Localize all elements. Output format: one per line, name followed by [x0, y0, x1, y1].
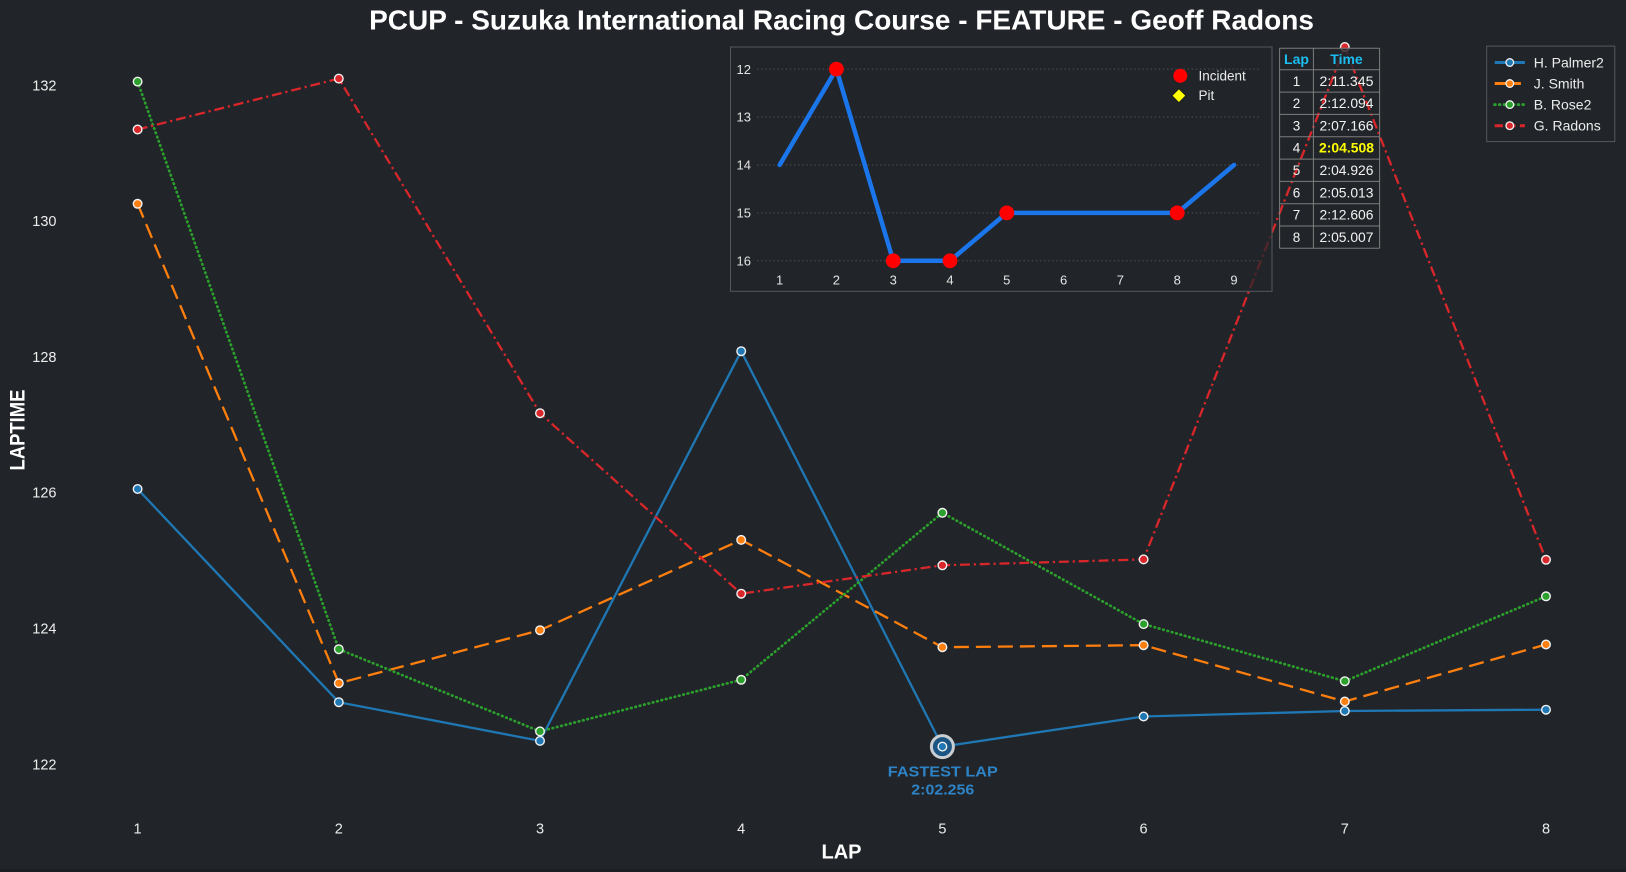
svg-text:2:05.007: 2:05.007: [1320, 230, 1374, 245]
svg-text:14: 14: [737, 158, 751, 173]
svg-text:H. Palmer2: H. Palmer2: [1534, 54, 1604, 70]
svg-text:6: 6: [1060, 273, 1067, 288]
svg-text:2:04.508: 2:04.508: [1319, 141, 1375, 156]
svg-text:16: 16: [737, 254, 751, 269]
svg-text:3: 3: [1293, 118, 1301, 133]
svg-text:3: 3: [536, 822, 544, 838]
svg-text:132: 132: [32, 78, 56, 94]
svg-text:1: 1: [134, 822, 142, 838]
svg-text:2:04.926: 2:04.926: [1320, 163, 1374, 178]
svg-text:4: 4: [946, 273, 953, 288]
svg-text:7: 7: [1293, 208, 1301, 223]
svg-text:2:11.345: 2:11.345: [1320, 74, 1374, 89]
svg-text:5: 5: [938, 822, 946, 838]
svg-text:Time: Time: [1330, 51, 1363, 67]
svg-text:130: 130: [32, 214, 56, 230]
svg-text:2: 2: [833, 273, 840, 288]
svg-text:7: 7: [1117, 273, 1124, 288]
svg-text:8: 8: [1293, 230, 1301, 245]
svg-text:2:05.013: 2:05.013: [1320, 185, 1374, 200]
svg-text:4: 4: [737, 822, 745, 838]
svg-text:6: 6: [1293, 185, 1301, 200]
svg-text:2:12.094: 2:12.094: [1320, 96, 1374, 111]
svg-text:Incident: Incident: [1199, 68, 1247, 83]
svg-text:128: 128: [32, 350, 56, 366]
svg-text:7: 7: [1341, 822, 1349, 838]
svg-text:122: 122: [32, 757, 56, 773]
svg-text:5: 5: [1293, 163, 1301, 178]
svg-text:G. Radons: G. Radons: [1534, 118, 1601, 134]
svg-text:LAPTIME: LAPTIME: [7, 390, 30, 471]
svg-text:13: 13: [737, 110, 751, 125]
svg-text:5: 5: [1003, 273, 1010, 288]
svg-text:FASTEST LAP: FASTEST LAP: [888, 765, 998, 781]
svg-text:3: 3: [890, 273, 897, 288]
svg-text:4: 4: [1293, 141, 1301, 156]
svg-text:9: 9: [1230, 273, 1237, 288]
svg-text:8: 8: [1174, 273, 1181, 288]
svg-text:1: 1: [776, 273, 783, 288]
svg-text:2:12.606: 2:12.606: [1320, 208, 1374, 223]
svg-text:Lap: Lap: [1284, 51, 1309, 67]
svg-text:PCUP - Suzuka International Ra: PCUP - Suzuka International Racing Cours…: [369, 4, 1314, 35]
svg-text:B. Rose2: B. Rose2: [1534, 97, 1592, 113]
svg-text:8: 8: [1542, 822, 1550, 838]
svg-text:J. Smith: J. Smith: [1534, 75, 1585, 91]
svg-text:1: 1: [1293, 74, 1301, 89]
svg-text:12: 12: [737, 62, 751, 77]
svg-text:2: 2: [335, 822, 343, 838]
svg-text:6: 6: [1140, 822, 1148, 838]
svg-text:2:07.166: 2:07.166: [1320, 118, 1374, 133]
svg-text:124: 124: [32, 622, 56, 638]
svg-text:LAP: LAP: [822, 842, 862, 864]
svg-text:Pit: Pit: [1199, 88, 1215, 103]
svg-text:15: 15: [737, 206, 751, 221]
svg-text:2:02.256: 2:02.256: [911, 783, 974, 799]
svg-text:2: 2: [1293, 96, 1301, 111]
svg-text:126: 126: [32, 486, 56, 502]
